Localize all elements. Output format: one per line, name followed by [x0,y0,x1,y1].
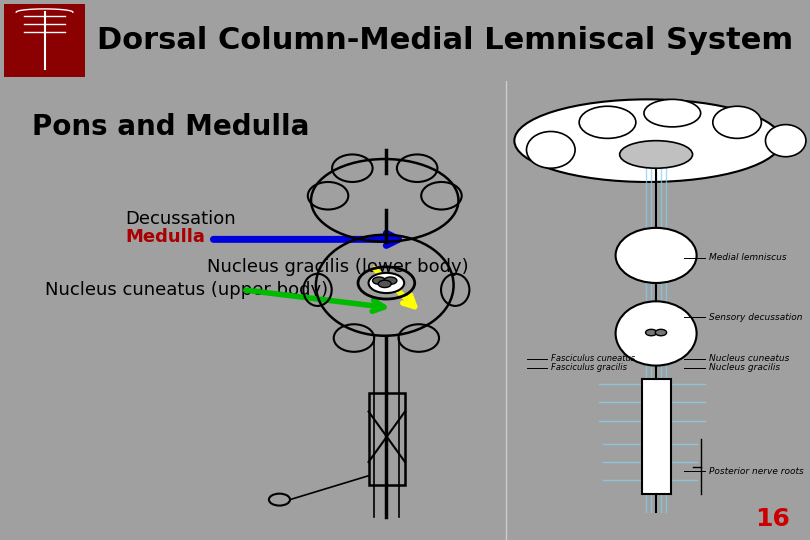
Ellipse shape [616,228,697,283]
Text: Fasciculus cuneatus: Fasciculus cuneatus [551,354,635,363]
Ellipse shape [579,106,636,138]
Text: Nucleus cuneatus: Nucleus cuneatus [709,354,789,363]
Text: Nucleus cuneatus (upper body): Nucleus cuneatus (upper body) [45,281,328,299]
Ellipse shape [644,99,701,127]
Ellipse shape [616,301,697,366]
Text: Medial lemniscus: Medial lemniscus [709,253,787,262]
Ellipse shape [514,99,782,182]
Circle shape [373,277,386,285]
Text: Medulla: Medulla [126,228,206,246]
Ellipse shape [765,125,806,157]
Bar [4,4,85,77]
Text: 16: 16 [755,507,790,531]
Bar [369,393,405,485]
Text: Nucleus gracilis: Nucleus gracilis [709,363,780,373]
Text: Dorsal Column-Medial Lemniscal System: Dorsal Column-Medial Lemniscal System [97,26,794,55]
Circle shape [378,280,391,287]
Text: Fasciculus gracilis: Fasciculus gracilis [551,363,627,373]
Circle shape [384,277,397,285]
Ellipse shape [620,140,693,168]
Circle shape [646,329,657,336]
Circle shape [655,329,667,336]
Text: Decussation: Decussation [126,210,237,228]
Ellipse shape [713,106,761,138]
Text: Posterior nerve roots: Posterior nerve roots [709,467,804,476]
Text: Sensory decussation: Sensory decussation [709,313,802,322]
Text: Nucleus gracilis (lower body): Nucleus gracilis (lower body) [207,258,468,276]
Ellipse shape [526,131,575,168]
Bar [642,379,671,494]
Circle shape [369,273,404,293]
Text: Pons and Medulla: Pons and Medulla [32,113,309,141]
